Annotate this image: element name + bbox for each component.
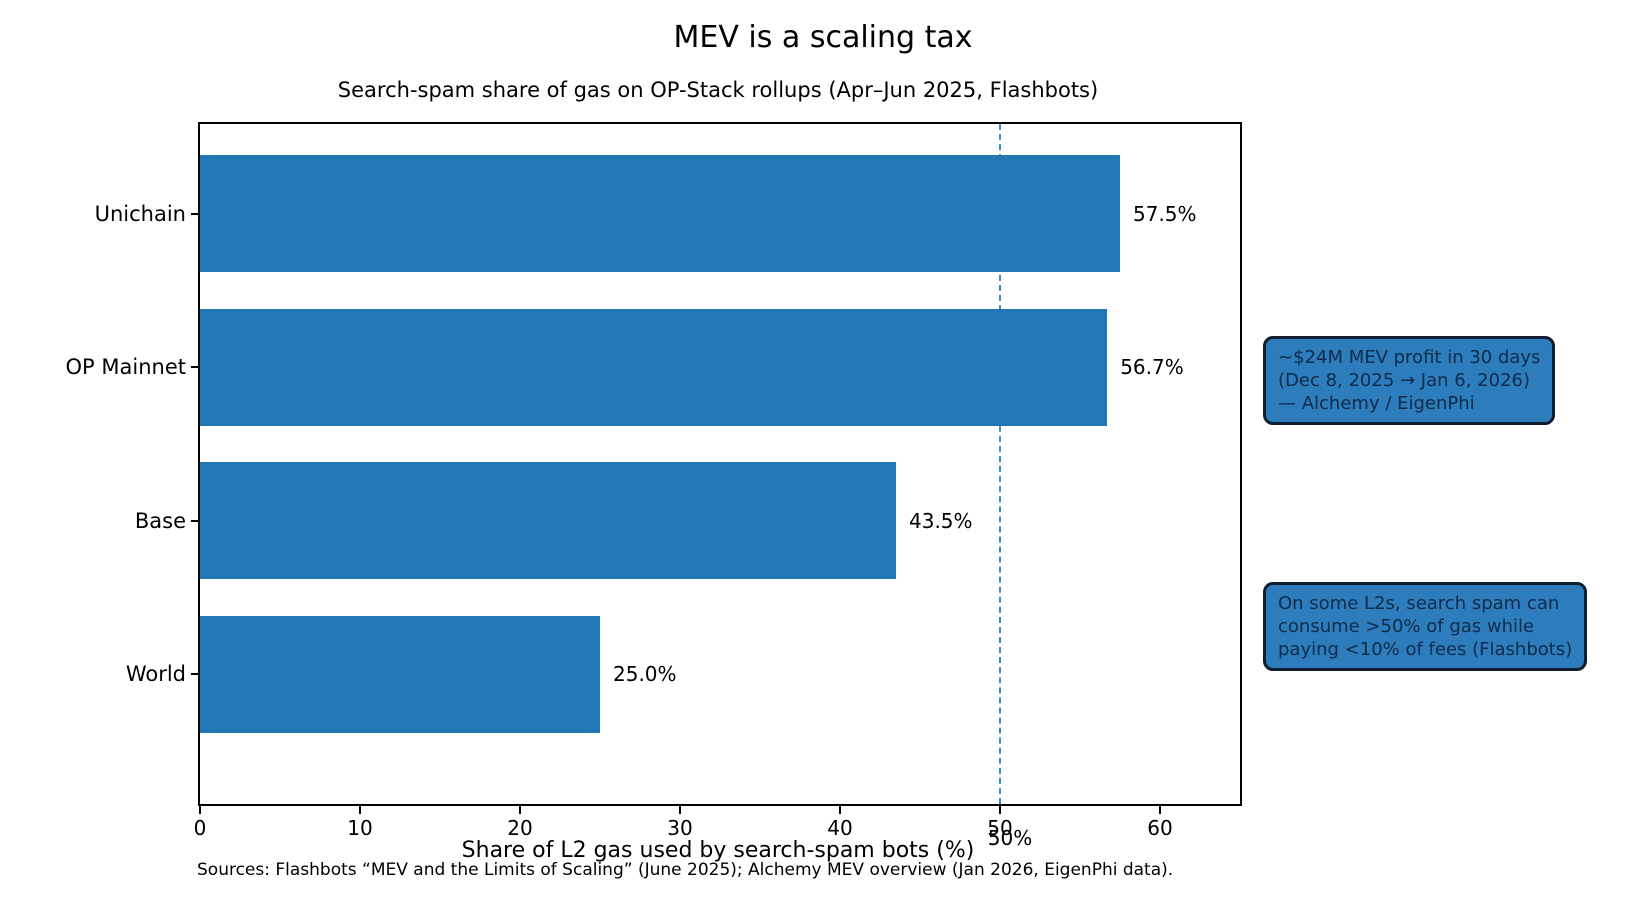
y-tick-label: World — [125, 662, 186, 686]
x-tick-mark — [199, 806, 201, 814]
x-tick-label: 0 — [193, 816, 207, 840]
bar-base — [200, 462, 896, 579]
annotation-line: paying <10% of fees (Flashbots) — [1278, 639, 1573, 661]
annotation-line: (Dec 8, 2025 → Jan 6, 2026) — [1278, 370, 1530, 392]
x-tick-label: 40 — [827, 816, 853, 840]
x-tick-label: 50 — [987, 816, 1013, 840]
y-tick-mark — [191, 212, 200, 215]
bar-value-label: 43.5% — [909, 508, 973, 533]
y-tick-label: OP Mainnet — [65, 355, 186, 379]
x-tick-label: 20 — [507, 816, 533, 840]
chart-subtitle: Search-spam share of gas on OP-Stack rol… — [337, 78, 1099, 102]
annotation-line: On some L2s, search spam can — [1278, 593, 1560, 614]
annotation-box-spam-gas: On some L2s, search spam can consume >50… — [1263, 582, 1588, 672]
y-tick-mark — [191, 366, 200, 368]
annotation-line: ~$24M MEV profit in 30 days — [1278, 347, 1541, 368]
bar-value-label: 25.0% — [613, 662, 677, 686]
x-tick-mark — [359, 806, 361, 814]
x-axis-label: Share of L2 gas used by search-spam bots… — [461, 838, 975, 863]
x-tick-mark — [519, 806, 521, 814]
annotation-line: consume >50% of gas while — [1278, 616, 1535, 638]
y-tick-mark — [191, 673, 200, 675]
x-tick-mark — [839, 806, 841, 814]
y-tick-label: Base — [134, 508, 186, 533]
plot-area: 57.5% Unichain 56.7% OP Mainnet 43.5% Base 25.… — [66, 122, 1242, 850]
bar-value-label: 57.5% — [1133, 201, 1197, 226]
annotation-line: — Alchemy / EigenPhi — [1278, 393, 1475, 415]
chart-title: MEV is a scaling tax — [673, 20, 973, 55]
x-tick-label: 30 — [667, 816, 693, 840]
source-note: Sources: Flashbots “MEV and the Limits o… — [197, 860, 1174, 880]
bar-unichain — [200, 155, 1120, 272]
reference-line-label: 50% — [987, 826, 1033, 850]
x-tick-mark — [679, 806, 681, 814]
y-tick-mark — [191, 519, 200, 522]
bar-op-mainnet — [200, 308, 1108, 426]
bar-world — [200, 615, 600, 733]
y-tick-label: Unichain — [94, 201, 186, 226]
bar-value-label: 56.7% — [1120, 355, 1184, 379]
x-tick-mark — [1159, 806, 1161, 814]
annotation-box-mev-profit: ~$24M MEV profit in 30 days (Dec 8, 2025… — [1263, 336, 1556, 426]
x-tick-label: 60 — [1147, 816, 1173, 840]
x-tick-label: 10 — [347, 816, 373, 840]
reference-line-50pct — [999, 124, 1001, 804]
x-tick-mark — [999, 806, 1001, 814]
